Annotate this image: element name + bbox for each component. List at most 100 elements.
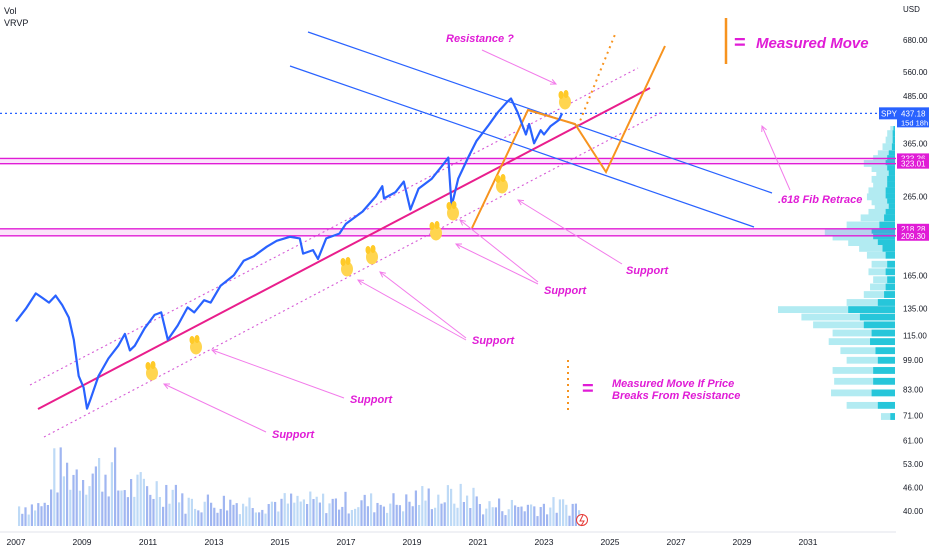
volume-bar: [142, 478, 145, 526]
volume-bar: [530, 504, 533, 526]
volume-bar: [398, 505, 401, 526]
hand-icon: [340, 257, 353, 277]
vp-bar-total: [859, 244, 895, 252]
hand-icon: [558, 90, 571, 110]
vp-bar-total: [876, 170, 895, 178]
volume-bar: [421, 486, 424, 526]
x-tick-label: 2013: [205, 537, 224, 547]
volume-bar: [43, 502, 46, 526]
vp-bar-up: [870, 338, 895, 346]
volume-bar: [526, 504, 529, 526]
volume-bar: [523, 511, 526, 526]
level-tag-label: 218.28: [901, 225, 926, 234]
volume-bar: [213, 507, 216, 526]
volume-bar: [34, 510, 37, 526]
y-tick-label: 61.00: [903, 437, 924, 446]
support-arrow-3a-head: [379, 271, 386, 278]
volume-bar: [174, 484, 177, 526]
y-tick-label: 135.00: [903, 305, 928, 314]
price-series: [15, 97, 564, 410]
volume-bar: [85, 494, 88, 526]
support-arrow-4: [211, 349, 345, 399]
volume-bar: [162, 506, 165, 526]
volume-bar: [149, 494, 152, 526]
volume-bar: [315, 496, 318, 526]
x-tick-label: 2015: [271, 537, 290, 547]
volume-bar: [280, 498, 283, 526]
volume-bar: [120, 490, 123, 526]
volume-bar: [194, 508, 197, 526]
vp-bar-total: [832, 367, 895, 374]
vp-bar-total: [834, 377, 895, 385]
vp-bar-up: [884, 214, 895, 222]
vp-bar-up: [884, 291, 895, 298]
vp-bar-total: [831, 389, 895, 397]
volume-bar: [258, 512, 261, 526]
volume-bar: [27, 514, 30, 526]
resistance-arrow-head: [549, 79, 558, 85]
volume-bar: [91, 473, 94, 526]
volume-bar: [59, 447, 62, 526]
volume-bar: [306, 503, 309, 526]
x-tick-label: 2007: [7, 537, 26, 547]
volume-bar: [472, 487, 475, 526]
x-tick-label: 2009: [73, 537, 92, 547]
volume-bar: [536, 516, 539, 526]
currency-label: USD: [903, 5, 920, 14]
level-tag: [897, 230, 929, 241]
vrvp-label: VRVP: [4, 18, 29, 28]
volume-bar: [363, 494, 366, 526]
volume-bar: [46, 505, 49, 526]
volume-bars: [18, 447, 581, 526]
volume-bar: [152, 498, 155, 526]
volume-bar: [197, 510, 200, 526]
volume-bar: [98, 458, 101, 526]
vp-bar-up: [891, 143, 895, 151]
vp-bar-total: [813, 321, 895, 329]
volume-bar: [501, 511, 504, 526]
volume-bar: [117, 490, 120, 526]
volume-bar: [40, 506, 43, 526]
vp-bar-total: [871, 260, 895, 268]
x-tick-label: 2027: [667, 537, 686, 547]
volume-bar: [555, 512, 558, 526]
fib-retrace-label: .618 Fib Retrace: [778, 194, 862, 206]
channel-lower: [289, 65, 755, 228]
vp-bar-up: [887, 276, 895, 284]
y-tick-label: 46.00: [903, 484, 924, 493]
vp-bar-up: [888, 203, 895, 211]
vp-bar-total: [846, 221, 895, 229]
support-arrow-2b-head: [454, 243, 463, 250]
volume-bar: [338, 509, 341, 526]
price-axis-bg: [896, 0, 932, 550]
vp-bar-total: [873, 181, 895, 189]
volume-bar: [238, 514, 241, 526]
volume-bar: [181, 493, 184, 526]
hand-markers: [145, 90, 571, 381]
vp-bar-up: [890, 413, 895, 420]
vp-bar-up: [888, 170, 895, 178]
vp-bar-total: [848, 239, 895, 247]
support-arrow-3b-head: [356, 279, 365, 286]
volume-bar: [24, 507, 27, 526]
volume-bar: [203, 501, 206, 526]
symbol-tag: [879, 107, 897, 120]
fib-arrow: [761, 125, 791, 191]
volume-bar: [341, 506, 344, 526]
vp-bar-up: [885, 268, 895, 276]
volume-bar: [190, 498, 193, 526]
vp-bar-total: [890, 126, 895, 133]
fib-arrow-head: [761, 124, 767, 133]
volume-bar: [354, 508, 357, 526]
vp-bar-up: [873, 233, 895, 241]
vp-bar-up: [887, 181, 895, 189]
volume-bar: [507, 509, 510, 526]
volume-bar: [533, 506, 536, 526]
volume-bar: [414, 490, 417, 526]
volume-bar: [235, 503, 238, 526]
level-band: [0, 228, 896, 236]
support-arrow-3b: [357, 279, 467, 341]
vp-bar-up: [893, 126, 895, 133]
volume-bar: [571, 503, 574, 526]
